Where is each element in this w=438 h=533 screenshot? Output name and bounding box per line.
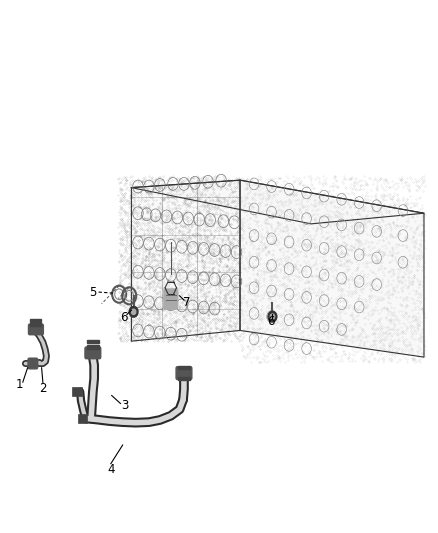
Bar	[30, 323, 41, 326]
Text: 4: 4	[107, 463, 115, 475]
Circle shape	[268, 311, 277, 322]
Text: 1: 1	[16, 378, 24, 391]
FancyBboxPatch shape	[28, 358, 38, 369]
Text: 5: 5	[90, 286, 97, 298]
Polygon shape	[131, 180, 240, 341]
Bar	[87, 340, 99, 343]
Bar	[87, 345, 99, 349]
Circle shape	[129, 306, 138, 317]
Circle shape	[270, 314, 275, 319]
Bar	[30, 319, 41, 322]
Bar	[72, 387, 82, 396]
Text: 3: 3	[121, 399, 128, 411]
Bar	[78, 414, 87, 423]
Text: 7: 7	[183, 296, 191, 309]
FancyBboxPatch shape	[28, 324, 43, 335]
Polygon shape	[131, 180, 424, 224]
Text: 2: 2	[39, 382, 47, 394]
Bar	[178, 377, 190, 380]
Text: 6: 6	[267, 315, 275, 328]
FancyBboxPatch shape	[164, 289, 178, 309]
FancyBboxPatch shape	[176, 367, 192, 379]
FancyBboxPatch shape	[85, 347, 101, 359]
Bar	[178, 366, 190, 369]
Polygon shape	[240, 180, 424, 357]
Circle shape	[131, 309, 136, 314]
Text: 6: 6	[120, 311, 127, 324]
